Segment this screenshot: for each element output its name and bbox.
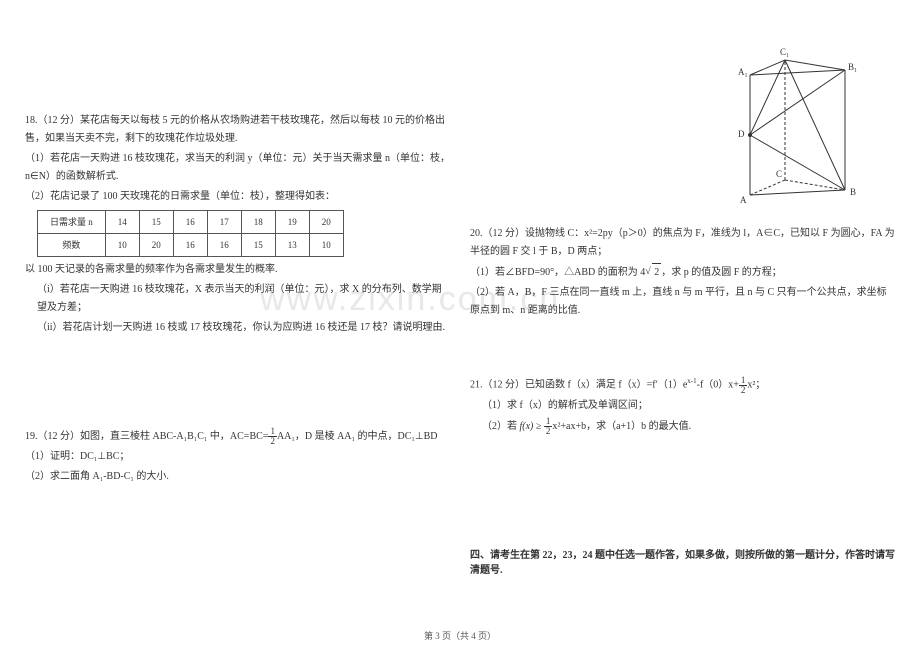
p21-part2-mid: x²+ax+b bbox=[552, 420, 586, 431]
sqrt-icon: 2 bbox=[652, 263, 661, 282]
p18-part2-intro: （2）花店记录了 100 天玫瑰花的日需求量（单位：枝），整理得如表： bbox=[25, 188, 450, 206]
p18-sub-i: （i）若花店一天购进 16 枝玫瑰花，X 表示当天的利润（单位：元），求 X 的… bbox=[25, 281, 450, 317]
p19-head-suffix: AA₁，D 是棱 AA₁ 的中点，DC₁⊥BD bbox=[277, 431, 438, 442]
label-c: C bbox=[776, 169, 782, 179]
p20-part1-prefix: （1）若∠BFD=90°，△ABD 的面积为 4 bbox=[470, 267, 645, 278]
table-cell: 14 bbox=[105, 211, 139, 234]
label-d: D bbox=[738, 129, 745, 139]
label-c1: C₁ bbox=[780, 47, 789, 57]
problem-20: 20.（12 分）设抛物线 C：x²=2py（p＞0）的焦点为 F，准线为 l，… bbox=[470, 225, 895, 320]
p18-head: 18.（12 分）某花店每天以每枝 5 元的价格从农场购进若干枝玫瑰花，然后以每… bbox=[25, 112, 450, 148]
p21-part1: （1）求 f（x）的解析式及单调区间； bbox=[470, 397, 895, 415]
p21-head: 21.（12 分）已知函数 f（x）满足 f（x）=f′（1）ex‐1‐f（0）… bbox=[470, 375, 895, 395]
table-cell: 18 bbox=[241, 211, 275, 234]
table-cell: 16 bbox=[207, 234, 241, 257]
table-row: 频数 10 20 16 16 15 13 10 bbox=[38, 234, 344, 257]
table-cell: 10 bbox=[105, 234, 139, 257]
p21-part2-suffix: ，求（a+1）b 的最大值. bbox=[586, 420, 691, 431]
p18-sub-ii: （ii）若花店计划一天购进 16 枝或 17 枝玫瑰花，你认为应购进 16 枝还… bbox=[25, 319, 450, 337]
p21-exp: x‐1 bbox=[687, 377, 696, 385]
p19-part2: （2）求二面角 A₁‐BD‐C₁ 的大小. bbox=[25, 468, 450, 486]
p21-part2-prefix: （2）若 bbox=[482, 420, 517, 431]
section-4-title: 四、请考生在第 22，23，24 题中任选一题作答，如果多做，则按所做的第一题计… bbox=[470, 546, 895, 576]
table-cell: 10 bbox=[309, 234, 343, 257]
edge-dc1 bbox=[750, 60, 785, 135]
label-a: A bbox=[740, 195, 747, 205]
edge-ac-dashed bbox=[750, 180, 785, 195]
problem-18: 18.（12 分）某花店每天以每枝 5 元的价格从农场购进若干枝玫瑰花，然后以每… bbox=[25, 112, 450, 337]
table-cell: 20 bbox=[139, 234, 173, 257]
p18-part1: （1）若花店一天购进 16 枝玫瑰花，求当天的利润 y（单位：元）关于当天需求量… bbox=[25, 150, 450, 186]
table-cell: 16 bbox=[173, 234, 207, 257]
page-footer: 第 3 页（共 4 页） bbox=[0, 629, 920, 642]
problem-19: 19.（12 分）如图，直三棱柱 ABC‐A₁B₁C₁ 中，AC=BC=12AA… bbox=[25, 427, 450, 486]
table-cell: 16 bbox=[173, 211, 207, 234]
table-cell: 19 bbox=[275, 211, 309, 234]
p20-part1: （1）若∠BFD=90°，△ABD 的面积为 4 2，求 p 的值及圆 F 的方程… bbox=[470, 263, 895, 282]
p21-head-prefix: 21.（12 分）已知函数 f（x）满足 f（x）=f′（1）e bbox=[470, 379, 687, 390]
top-triangle bbox=[750, 60, 845, 75]
table-cell: 15 bbox=[139, 211, 173, 234]
p19-head-prefix: 19.（12 分）如图，直三棱柱 ABC‐A₁B₁C₁ 中，AC=BC= bbox=[25, 431, 268, 442]
p21-head-mid: ‐f（0）x+ bbox=[697, 379, 739, 390]
label-b1: B₁ bbox=[848, 62, 857, 72]
p21-ineq: f(x) ≥ bbox=[520, 420, 544, 431]
p21-part2: （2）若 f(x) ≥ 12x²+ax+b，求（a+1）b 的最大值. bbox=[470, 417, 895, 436]
table-header-label: 日需求量 n bbox=[38, 211, 106, 234]
edge-db1 bbox=[750, 70, 845, 135]
p19-part1: （1）证明：DC₁⊥BC； bbox=[25, 448, 450, 466]
p20-part2: （2）若 A，B，F 三点在同一直线 m 上，直线 n 与 m 平行，且 n 与… bbox=[470, 284, 895, 320]
problem-21: 21.（12 分）已知函数 f（x）满足 f（x）=f′（1）ex‐1‐f（0）… bbox=[470, 375, 895, 436]
page-container: 18.（12 分）某花店每天以每枝 5 元的价格从农场购进若干枝玫瑰花，然后以每… bbox=[0, 0, 920, 620]
edge-c1b bbox=[785, 60, 845, 190]
p19-head: 19.（12 分）如图，直三棱柱 ABC‐A₁B₁C₁ 中，AC=BC=12AA… bbox=[25, 427, 450, 446]
table-cell: 17 bbox=[207, 211, 241, 234]
table-cell: 15 bbox=[241, 234, 275, 257]
p18-after-table: 以 100 天记录的各需求量的频率作为各需求量发生的概率. bbox=[25, 261, 450, 279]
right-column: A₁ B₁ C₁ A B C D 20.（12 分）设抛物线 C：x²=2py（… bbox=[460, 10, 905, 620]
table-freq-label: 频数 bbox=[38, 234, 106, 257]
table-row: 日需求量 n 14 15 16 17 18 19 20 bbox=[38, 211, 344, 234]
frac-den: 2 bbox=[268, 437, 277, 446]
p18-frequency-table: 日需求量 n 14 15 16 17 18 19 20 频数 10 20 16 … bbox=[37, 210, 344, 257]
prism-figure: A₁ B₁ C₁ A B C D bbox=[730, 35, 870, 205]
p20-head: 20.（12 分）设抛物线 C：x²=2py（p＞0）的焦点为 F，准线为 l，… bbox=[470, 225, 895, 261]
p21-head-suffix: x²； bbox=[747, 379, 765, 390]
label-b: B bbox=[850, 187, 856, 197]
p20-part1-suffix: ，求 p 的值及圆 F 的方程； bbox=[661, 267, 782, 278]
edge-ab bbox=[750, 190, 845, 195]
table-cell: 20 bbox=[309, 211, 343, 234]
label-a1: A₁ bbox=[738, 67, 748, 77]
table-cell: 13 bbox=[275, 234, 309, 257]
left-column: 18.（12 分）某花店每天以每枝 5 元的价格从农场购进若干枝玫瑰花，然后以每… bbox=[15, 10, 460, 620]
fraction-half-icon: 12 bbox=[268, 427, 277, 446]
